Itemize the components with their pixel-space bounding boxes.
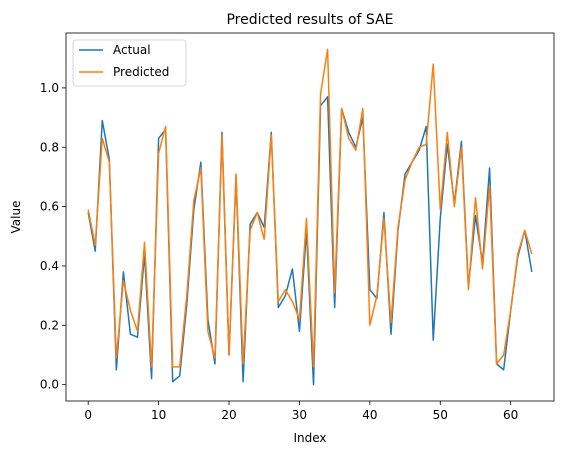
legend-box [72, 39, 187, 87]
x-tick-label: 10 [151, 408, 166, 422]
x-axis: 0 10 20 30 40 50 60 [84, 401, 518, 422]
plot-background [66, 33, 554, 401]
y-tick-label: 0.4 [40, 259, 59, 273]
y-axis: 0.0 0.2 0.4 0.6 0.8 1.0 [40, 81, 66, 392]
legend-actual-label: Actual [113, 43, 151, 57]
y-tick-label: 0.8 [40, 140, 59, 154]
y-tick-label: 1.0 [40, 81, 59, 95]
x-tick-label: 20 [221, 408, 236, 422]
y-axis-label: Value [9, 201, 23, 234]
series-layer [87, 48, 533, 386]
legend: Actual Predicted [72, 39, 187, 87]
plot-frame [65, 32, 555, 402]
x-tick-label: 60 [503, 408, 518, 422]
y-tick-label: 0.0 [40, 378, 59, 392]
series-line-predicted [87, 48, 533, 368]
legend-predicted-label: Predicted [113, 65, 169, 79]
x-tick-label: 50 [433, 408, 448, 422]
x-tick-label: 0 [84, 408, 92, 422]
x-axis-label: Index [293, 431, 326, 445]
x-tick-label: 40 [362, 408, 377, 422]
chart-title: Predicted results of SAE [226, 12, 393, 28]
y-tick-label: 0.2 [40, 318, 59, 332]
x-tick-label: 30 [292, 408, 307, 422]
y-tick-label: 0.6 [40, 200, 59, 214]
